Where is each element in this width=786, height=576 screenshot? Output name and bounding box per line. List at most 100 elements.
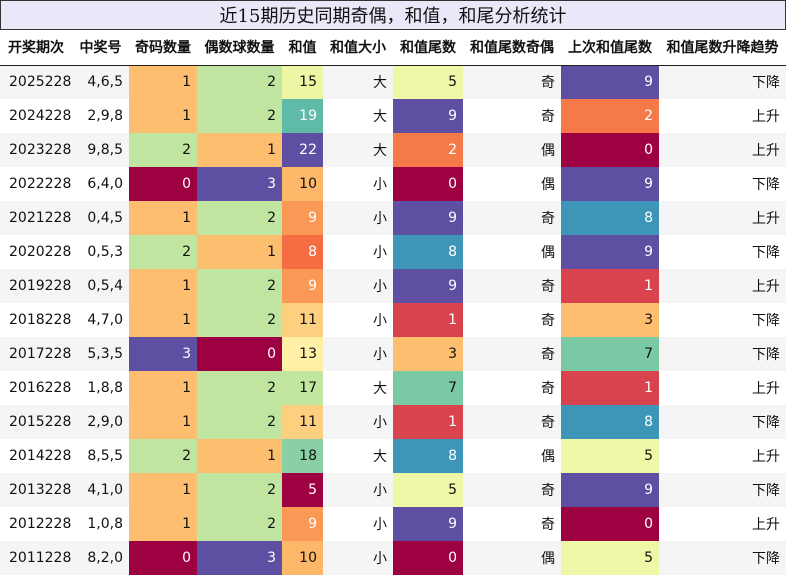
cell-sum: 5 <box>282 473 323 507</box>
cell-sum-size: 小 <box>323 235 393 269</box>
cell-trend: 下降 <box>659 65 786 99</box>
table-row: 2016228 1,8,8 1 2 17 大 7 奇 1 上升 <box>0 371 786 405</box>
col-header-prev-tail: 上次和值尾数 <box>561 30 659 66</box>
cell-sum-tail: 9 <box>393 201 463 235</box>
cell-period: 2019228 <box>0 269 72 303</box>
cell-trend: 下降 <box>659 303 786 337</box>
cell-odd-count: 1 <box>129 99 197 133</box>
cell-sum-tail: 5 <box>393 473 463 507</box>
cell-sum-size: 大 <box>323 133 393 167</box>
cell-sum-size: 小 <box>323 269 393 303</box>
cell-prev-tail: 9 <box>561 65 659 99</box>
cell-trend: 下降 <box>659 167 786 201</box>
cell-odd-count: 1 <box>129 303 197 337</box>
cell-prev-tail: 9 <box>561 167 659 201</box>
cell-trend: 下降 <box>659 235 786 269</box>
cell-even-count: 0 <box>197 337 282 371</box>
cell-trend: 下降 <box>659 337 786 371</box>
cell-odd-count: 1 <box>129 507 197 541</box>
cell-sum-size: 小 <box>323 167 393 201</box>
cell-sum-size: 小 <box>323 473 393 507</box>
cell-prev-tail: 1 <box>561 371 659 405</box>
cell-period: 2020228 <box>0 235 72 269</box>
cell-sum-size: 小 <box>323 541 393 575</box>
table-row: 2017228 5,3,5 3 0 13 小 3 奇 7 下降 <box>0 337 786 371</box>
table-row: 2025228 4,6,5 1 2 15 大 5 奇 9 下降 <box>0 65 786 99</box>
table-row: 2011228 8,2,0 0 3 10 小 0 偶 5 下降 <box>0 541 786 575</box>
cell-sum-tail: 0 <box>393 167 463 201</box>
cell-numbers: 4,7,0 <box>72 303 129 337</box>
cell-even-count: 2 <box>197 201 282 235</box>
cell-tail-parity: 奇 <box>463 269 561 303</box>
cell-prev-tail: 0 <box>561 507 659 541</box>
cell-trend: 下降 <box>659 473 786 507</box>
cell-odd-count: 2 <box>129 235 197 269</box>
cell-trend: 上升 <box>659 201 786 235</box>
table-row: 2013228 4,1,0 1 2 5 小 5 奇 9 下降 <box>0 473 786 507</box>
cell-period: 2013228 <box>0 473 72 507</box>
cell-sum-tail: 9 <box>393 507 463 541</box>
cell-numbers: 0,5,4 <box>72 269 129 303</box>
cell-even-count: 1 <box>197 235 282 269</box>
cell-numbers: 4,6,5 <box>72 65 129 99</box>
cell-prev-tail: 7 <box>561 337 659 371</box>
cell-odd-count: 3 <box>129 337 197 371</box>
cell-even-count: 2 <box>197 473 282 507</box>
cell-numbers: 4,1,0 <box>72 473 129 507</box>
cell-sum-tail: 3 <box>393 337 463 371</box>
cell-sum-tail: 2 <box>393 133 463 167</box>
col-header-numbers: 中奖号 <box>72 30 129 66</box>
cell-period: 2012228 <box>0 507 72 541</box>
cell-sum-size: 小 <box>323 507 393 541</box>
cell-numbers: 9,8,5 <box>72 133 129 167</box>
cell-trend: 上升 <box>659 269 786 303</box>
cell-period: 2014228 <box>0 439 72 473</box>
table-row: 2015228 2,9,0 1 2 11 小 1 奇 8 下降 <box>0 405 786 439</box>
cell-prev-tail: 8 <box>561 201 659 235</box>
cell-sum: 11 <box>282 405 323 439</box>
cell-trend: 下降 <box>659 541 786 575</box>
cell-period: 2023228 <box>0 133 72 167</box>
col-header-odd-count: 奇码数量 <box>129 30 197 66</box>
cell-sum: 13 <box>282 337 323 371</box>
cell-sum: 18 <box>282 439 323 473</box>
table-row: 2018228 4,7,0 1 2 11 小 1 奇 3 下降 <box>0 303 786 337</box>
cell-even-count: 1 <box>197 133 282 167</box>
table-row: 2014228 8,5,5 2 1 18 大 8 偶 5 上升 <box>0 439 786 473</box>
cell-sum-size: 小 <box>323 201 393 235</box>
cell-tail-parity: 奇 <box>463 201 561 235</box>
cell-sum-size: 大 <box>323 65 393 99</box>
cell-sum: 19 <box>282 99 323 133</box>
table-row: 2020228 0,5,3 2 1 8 小 8 偶 9 下降 <box>0 235 786 269</box>
cell-even-count: 3 <box>197 541 282 575</box>
cell-prev-tail: 2 <box>561 99 659 133</box>
cell-sum-tail: 0 <box>393 541 463 575</box>
col-header-even-count: 偶数球数量 <box>197 30 282 66</box>
cell-numbers: 8,5,5 <box>72 439 129 473</box>
cell-numbers: 2,9,0 <box>72 405 129 439</box>
cell-period: 2011228 <box>0 541 72 575</box>
cell-even-count: 2 <box>197 65 282 99</box>
cell-prev-tail: 8 <box>561 405 659 439</box>
cell-sum: 8 <box>282 235 323 269</box>
cell-sum-tail: 9 <box>393 99 463 133</box>
cell-prev-tail: 1 <box>561 269 659 303</box>
page-title: 近15期历史同期奇偶，和值，和尾分析统计 <box>0 0 786 30</box>
cell-even-count: 1 <box>197 439 282 473</box>
cell-prev-tail: 3 <box>561 303 659 337</box>
table-body: 2025228 4,6,5 1 2 15 大 5 奇 9 下降 2024228 2,9,8 1 2 19 大 9… <box>0 65 786 575</box>
cell-sum-tail: 7 <box>393 371 463 405</box>
cell-trend: 上升 <box>659 439 786 473</box>
col-header-trend: 和值尾数升降趋势 <box>659 30 786 66</box>
table-row: 2012228 1,0,8 1 2 9 小 9 奇 0 上升 <box>0 507 786 541</box>
cell-tail-parity: 偶 <box>463 541 561 575</box>
col-header-sum-tail: 和值尾数 <box>393 30 463 66</box>
cell-odd-count: 1 <box>129 201 197 235</box>
cell-tail-parity: 奇 <box>463 337 561 371</box>
cell-prev-tail: 9 <box>561 473 659 507</box>
cell-sum-tail: 9 <box>393 269 463 303</box>
cell-sum: 10 <box>282 541 323 575</box>
cell-tail-parity: 奇 <box>463 371 561 405</box>
cell-tail-parity: 偶 <box>463 439 561 473</box>
cell-prev-tail: 9 <box>561 235 659 269</box>
